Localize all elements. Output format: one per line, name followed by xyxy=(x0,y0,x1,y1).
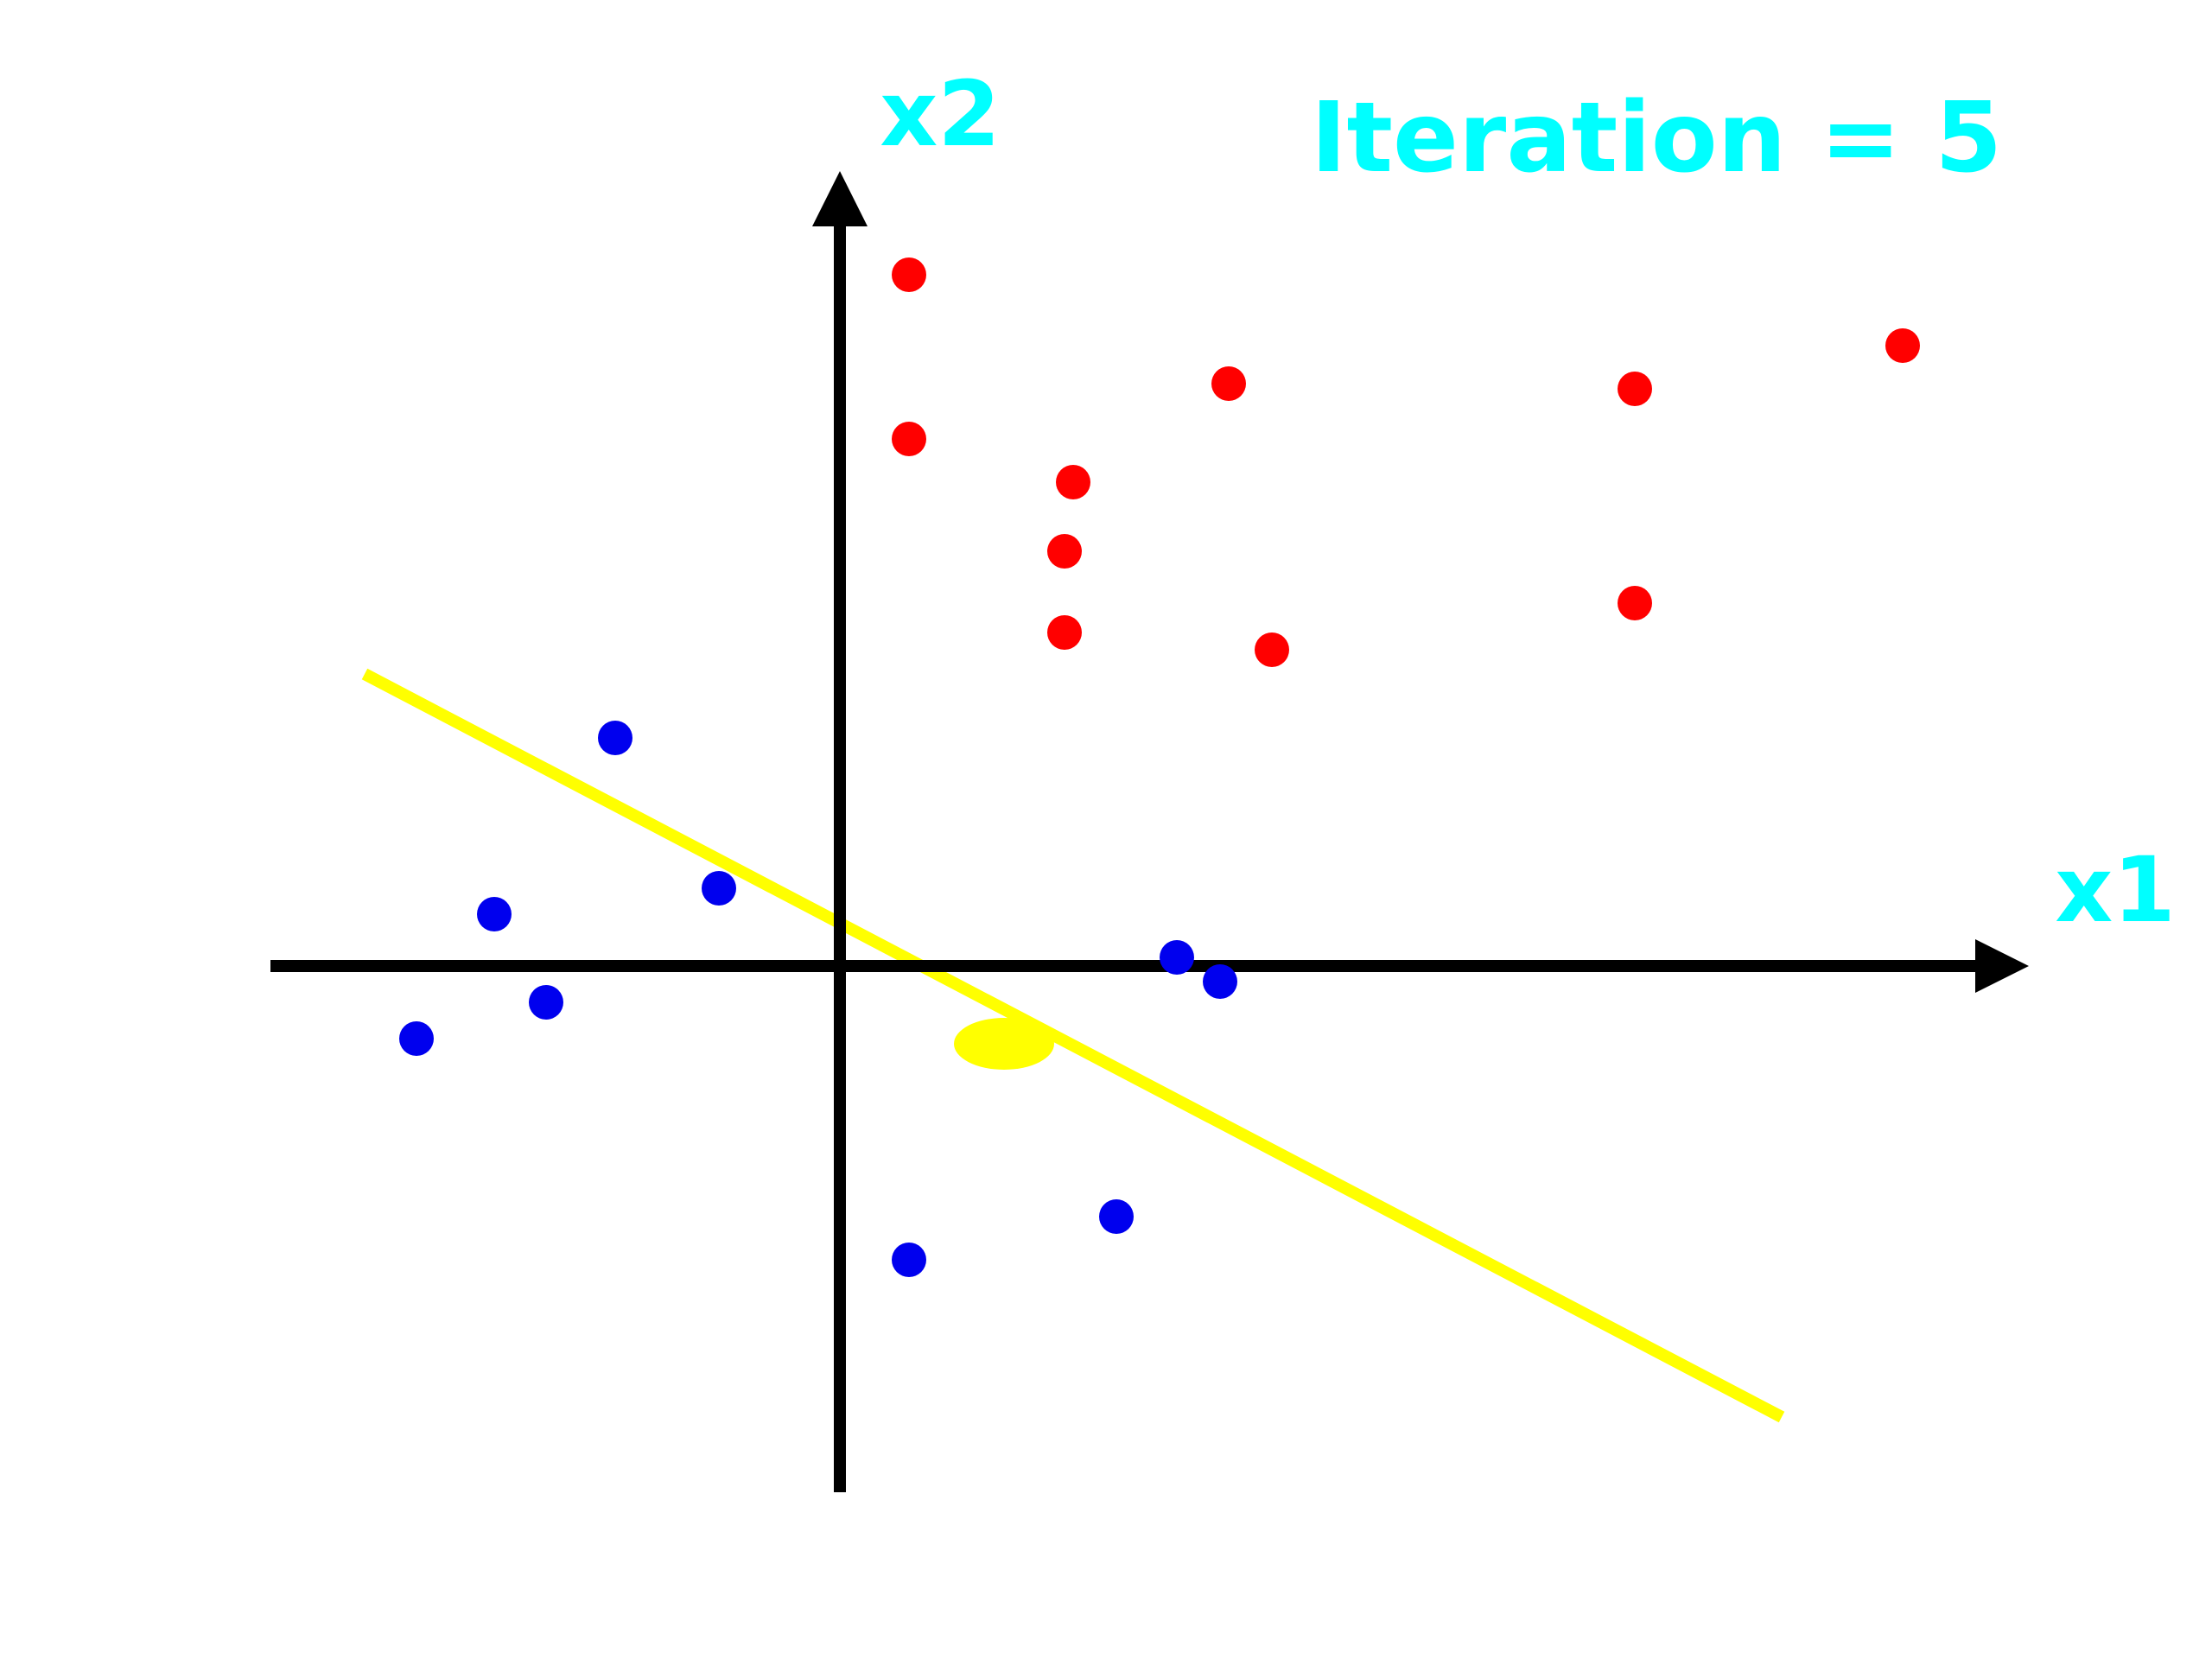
x1-axis-label: x1 xyxy=(2055,837,2175,943)
blue-point xyxy=(1203,964,1237,999)
blue-point xyxy=(1099,1199,1134,1234)
blue-point xyxy=(399,1021,434,1056)
x2-axis-arrow-icon xyxy=(812,171,868,226)
red-point xyxy=(892,422,926,456)
red-point xyxy=(1047,534,1082,569)
x2-axis-label: x2 xyxy=(880,61,1000,167)
x1-axis-arrow-icon xyxy=(1975,939,2029,993)
red-point xyxy=(1255,632,1289,667)
iteration-title: Iteration = 5 xyxy=(1311,82,2002,194)
red-point xyxy=(892,257,926,292)
blue-point xyxy=(477,897,512,931)
red-point xyxy=(1047,615,1082,650)
decision-boundary-line xyxy=(361,668,1785,1423)
red-point xyxy=(1211,366,1246,401)
blue-point xyxy=(529,985,563,1020)
red-point xyxy=(1885,328,1920,363)
red-point xyxy=(1056,465,1090,499)
blue-point xyxy=(892,1243,926,1277)
weight-vector-marker xyxy=(954,1018,1054,1070)
red-point xyxy=(1618,372,1652,406)
blue-point xyxy=(598,721,632,755)
blue-point xyxy=(1160,940,1194,975)
red-point xyxy=(1618,586,1652,620)
data-points xyxy=(399,257,1920,1277)
blue-point xyxy=(702,871,736,906)
